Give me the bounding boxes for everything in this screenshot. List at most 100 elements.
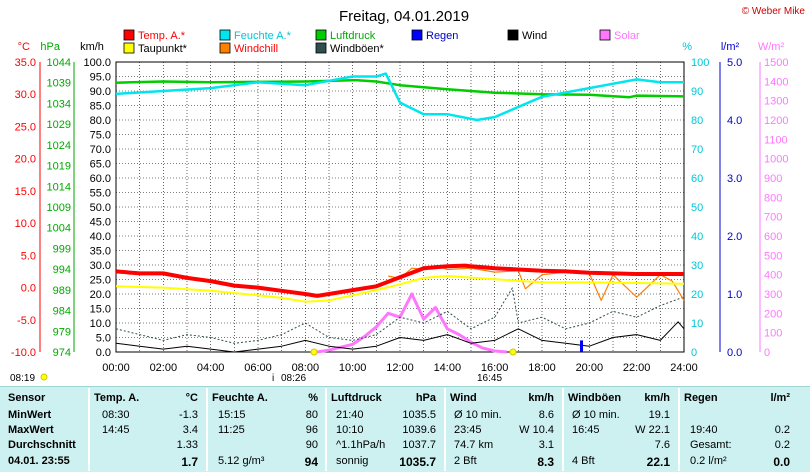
legend-label: Windböen* bbox=[330, 43, 385, 55]
humidity-axis-unit: % bbox=[682, 41, 692, 53]
solar-tick-label: 1400 bbox=[764, 76, 788, 88]
wind-tick-label: 65.0 bbox=[90, 159, 111, 171]
pressure-tick-label: 974 bbox=[53, 347, 71, 359]
humidity-tick-label: 60 bbox=[691, 173, 703, 185]
x-tick-label: 14:00 bbox=[434, 362, 462, 374]
wind-tick-label: 100.0 bbox=[83, 57, 111, 69]
pressure-value: 1035.5 bbox=[402, 409, 436, 421]
pressure-tick-label: 1039 bbox=[47, 78, 71, 90]
rain-tick-label: 2.0 bbox=[727, 231, 742, 243]
pressure-tick-label: 1044 bbox=[47, 57, 71, 69]
legend: Temp. A.*Taupunkt* Feuchte A.*Windchill Lu… bbox=[123, 29, 640, 55]
rain-value: 0.0 bbox=[773, 455, 790, 469]
legend-swatch bbox=[219, 29, 231, 41]
rain-info: 19:40 bbox=[690, 424, 718, 436]
wind-tick-label: 35.0 bbox=[90, 246, 111, 258]
weather-chart: Freitag, 04.01.2019 © Weber Mike Temp. A… bbox=[10, 6, 806, 384]
x-tick-label: 12:00 bbox=[386, 362, 414, 374]
solar-tick-label: 600 bbox=[764, 231, 782, 243]
x-tick-label: 10:00 bbox=[339, 362, 367, 374]
rain-tick-label: 3.0 bbox=[727, 173, 742, 185]
humidity-value: 90 bbox=[305, 439, 318, 451]
rain-value: 0.2 bbox=[774, 439, 790, 451]
wind-tick-label: 15.0 bbox=[90, 304, 111, 316]
gust-info: 16:45 bbox=[572, 424, 600, 436]
series bbox=[115, 72, 685, 354]
wind-info: 23:45 bbox=[454, 424, 482, 436]
x-tick-label: 04:00 bbox=[197, 362, 225, 374]
table-separator bbox=[206, 388, 208, 471]
rain-info: 0.2 l/m² bbox=[690, 455, 727, 467]
legend-label: Regen bbox=[426, 30, 458, 42]
series-luftdruck bbox=[115, 78, 685, 99]
pressure-tick-label: 1029 bbox=[47, 119, 71, 131]
pressure-time: 21:40 bbox=[336, 409, 364, 421]
pressure-tick-label: 1024 bbox=[47, 140, 71, 152]
temp-axis-unit: °C bbox=[18, 41, 30, 53]
table-separator bbox=[562, 388, 564, 471]
wind-tick-label: 85.0 bbox=[90, 101, 111, 113]
solar-tick-label: 200 bbox=[764, 308, 782, 320]
x-tick-label: 02:00 bbox=[150, 362, 178, 374]
temp-tick-label: 35.0 bbox=[15, 57, 36, 69]
humidity-tick-label: 0 bbox=[691, 347, 697, 359]
x-tick-label: 22:00 bbox=[623, 362, 651, 374]
temp-tick-label: 25.0 bbox=[15, 121, 36, 133]
pressure-tick-label: 1004 bbox=[47, 223, 71, 235]
rain-value: 0.2 bbox=[774, 424, 790, 436]
wind-tick-label: 50.0 bbox=[90, 202, 111, 214]
solar-axis-unit: W/m² bbox=[758, 41, 785, 53]
temp-time: 08:30 bbox=[102, 409, 130, 421]
solar-tick-label: 1100 bbox=[764, 134, 788, 146]
legend-label: Solar bbox=[614, 30, 640, 42]
series-solar bbox=[316, 292, 507, 354]
wind-info: 2 Bft bbox=[454, 455, 477, 467]
wind-tick-label: 95.0 bbox=[90, 72, 111, 84]
wind-tick-label: 75.0 bbox=[90, 130, 111, 142]
pressure-tick-label: 999 bbox=[53, 243, 71, 255]
axes: 35.0 30.0 25.0 20.0 15.0 10.0 5.0 0.0 -5.0 -10.0 1… bbox=[11, 57, 789, 374]
legend-swatch bbox=[315, 42, 327, 54]
sunrise-icon bbox=[310, 348, 318, 356]
legend-label: Taupunkt* bbox=[138, 43, 188, 55]
pressure-time: ^1.1hPa/h bbox=[336, 439, 386, 451]
noon-time: 08:26 bbox=[281, 373, 306, 384]
pressure-tick-label: 1014 bbox=[47, 181, 71, 193]
pressure-tick-label: 979 bbox=[53, 326, 71, 338]
pressure-tick-label: 1009 bbox=[47, 202, 71, 214]
humidity-tick-label: 50 bbox=[691, 202, 703, 214]
header-temp-unit: °C bbox=[185, 392, 198, 404]
header-pressure-unit: hPa bbox=[415, 392, 436, 404]
humidity-value: 80 bbox=[305, 409, 318, 421]
grid bbox=[115, 61, 685, 353]
solar-tick-label: 800 bbox=[764, 192, 782, 204]
legend-label: Luftdruck bbox=[330, 30, 376, 42]
solar-tick-label: 1500 bbox=[764, 57, 788, 69]
rain-bar bbox=[580, 340, 584, 352]
temp-value: 3.4 bbox=[182, 424, 198, 436]
chart-title: Freitag, 04.01.2019 bbox=[339, 8, 469, 25]
temp-value: -1.3 bbox=[179, 409, 198, 421]
sunset-icon bbox=[509, 348, 517, 356]
x-tick-label: 16:00 bbox=[481, 362, 509, 374]
x-tick-label: 06:00 bbox=[244, 362, 272, 374]
temp-tick-label: 15.0 bbox=[15, 186, 36, 198]
solar-tick-label: 500 bbox=[764, 250, 782, 262]
wind-tick-label: 10.0 bbox=[90, 318, 111, 330]
gust-info: Ø 10 min. bbox=[572, 409, 620, 421]
wind-tick-label: 55.0 bbox=[90, 188, 111, 200]
legend-swatch bbox=[123, 29, 135, 41]
header-rain-unit: l/m² bbox=[770, 392, 790, 404]
x-tick-label: 18:00 bbox=[528, 362, 556, 374]
gust-value: 7.6 bbox=[654, 439, 670, 451]
legend-swatch bbox=[411, 29, 423, 41]
legend-label: Feuchte A.* bbox=[234, 30, 292, 42]
solar-tick-label: 0 bbox=[764, 347, 770, 359]
humidity-tick-label: 30 bbox=[691, 260, 703, 272]
wind-info: Ø 10 min. bbox=[454, 409, 502, 421]
series-feuchte-a bbox=[115, 72, 684, 122]
wind-tick-label: 5.0 bbox=[96, 333, 111, 345]
credit-text: © Weber Mike bbox=[742, 6, 806, 17]
pressure-value: 1039.6 bbox=[402, 424, 436, 436]
markers: 08:19 i 08:26 16:45 bbox=[10, 348, 517, 384]
